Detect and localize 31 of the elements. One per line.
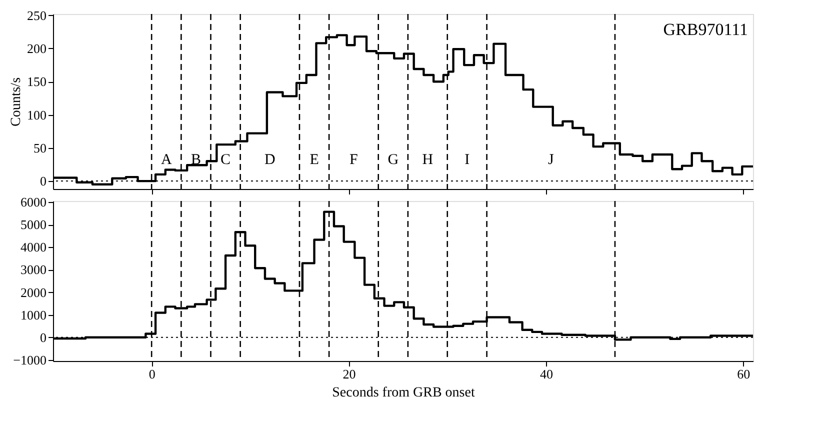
- y-tick-label: 1000: [20, 307, 46, 322]
- annotation: F: [350, 152, 358, 168]
- y-tick-label: 200: [27, 40, 46, 56]
- y-tick-label: 100: [27, 107, 46, 122]
- y-tick-label: 0: [40, 174, 46, 189]
- annotation: H: [422, 152, 434, 168]
- y-tick-label: 250: [27, 8, 46, 23]
- y-tick-label: 4000: [20, 240, 46, 255]
- x-tick-label: 60: [737, 366, 750, 382]
- x-tick-label: 0: [148, 366, 156, 382]
- annotation: E: [310, 152, 319, 168]
- y-tick-label: 3000: [20, 262, 46, 278]
- y-tick-label: 5000: [20, 217, 46, 232]
- x-tick-label: 20: [342, 366, 356, 382]
- x-tick-label: 40: [540, 366, 553, 382]
- y-tick-label: 0: [40, 330, 46, 345]
- annotation: B: [190, 152, 201, 168]
- annotation: C: [220, 152, 231, 168]
- y-tick-label: −1000: [13, 352, 46, 368]
- y-tick-label: 50: [34, 140, 46, 156]
- annotation: D: [264, 152, 276, 168]
- annotation: A: [160, 152, 172, 168]
- y-axis-title: Counts/s: [9, 77, 24, 127]
- x-axis-title: Seconds from GRB onset: [332, 386, 475, 400]
- annotation: G: [388, 152, 399, 168]
- annotation: GRB970111: [663, 20, 748, 39]
- y-tick-label: 6000: [20, 194, 46, 210]
- annotation: I: [464, 152, 470, 168]
- y-tick-label: 2000: [20, 284, 46, 300]
- y-tick-label: 150: [27, 74, 46, 90]
- annotation: J: [548, 152, 554, 168]
